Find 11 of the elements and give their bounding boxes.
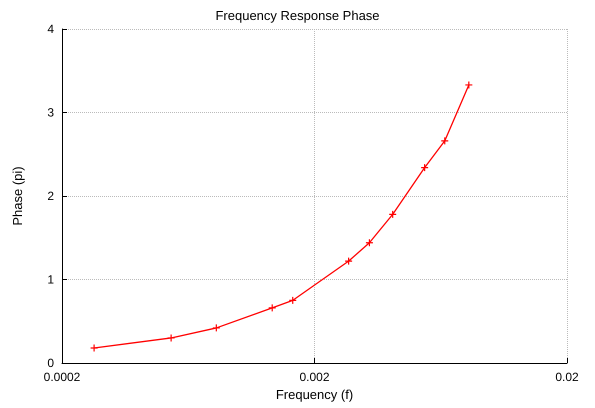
- y-tick-label: 3: [47, 106, 54, 120]
- x-axis-title: Frequency (f): [276, 386, 354, 402]
- x-tick-label: 0.0002: [44, 370, 81, 384]
- x-tick-label: 0.02: [555, 370, 579, 384]
- chart-title: Frequency Response Phase: [215, 8, 380, 23]
- y-axis-title: Phase (pi): [10, 166, 25, 226]
- y-tick-label: 1: [47, 272, 54, 286]
- y-tick-label: 0: [47, 356, 54, 370]
- x-tick-label: 0.002: [299, 370, 330, 384]
- y-tick-label: 2: [47, 189, 54, 203]
- y-tick-label: 4: [47, 22, 54, 36]
